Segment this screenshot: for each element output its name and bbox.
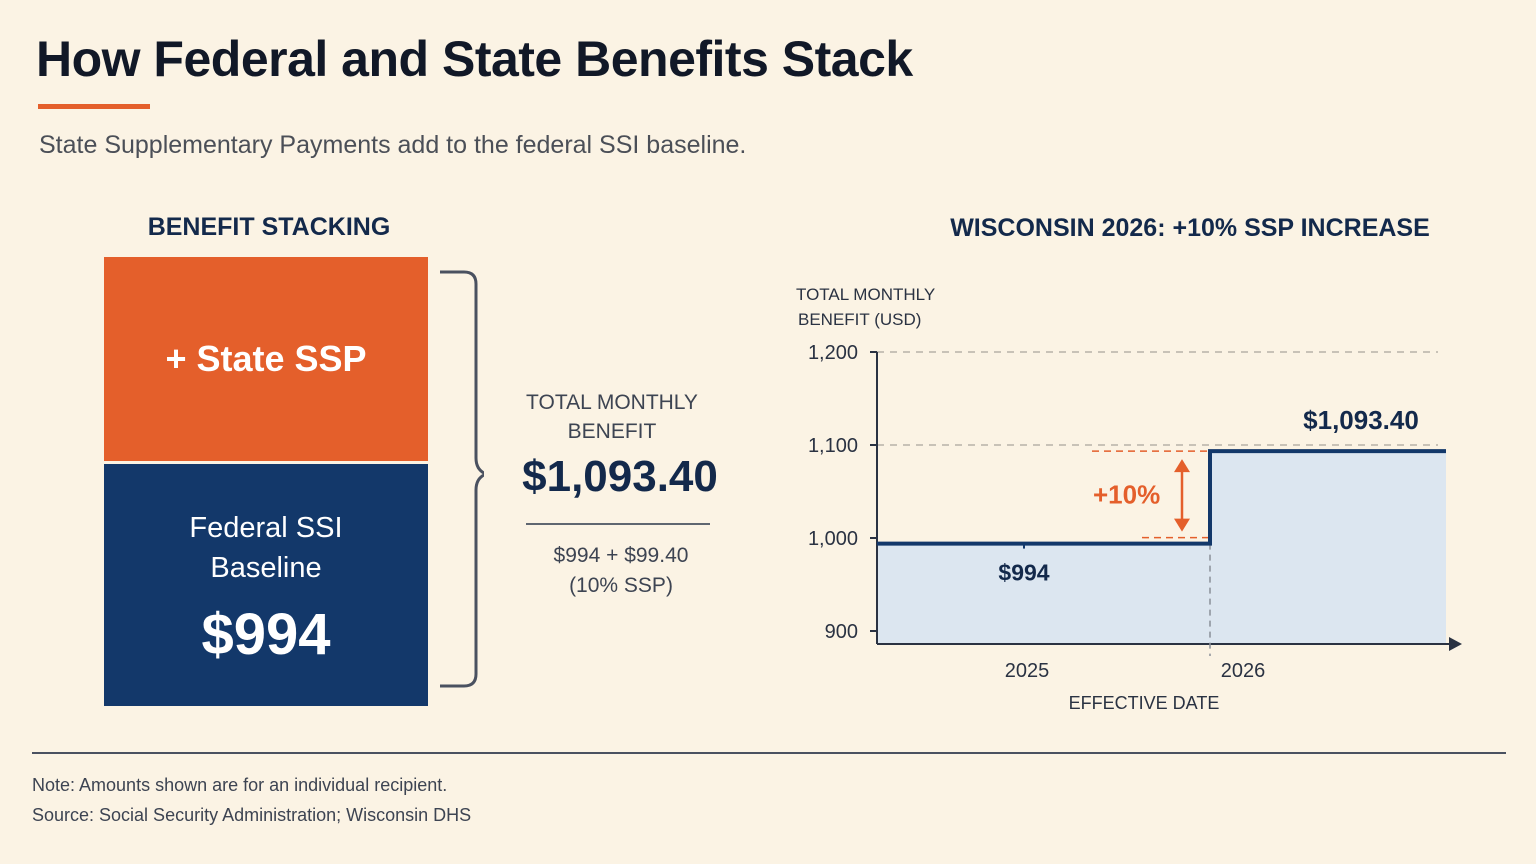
arrow-down-icon <box>1174 518 1190 532</box>
x-tick-label: 2026 <box>1221 660 1266 682</box>
x-tick-label: 2025 <box>1005 660 1050 682</box>
federal-ssi-block: Federal SSI Baseline $994 <box>104 464 428 706</box>
federal-ssi-label-line2: Baseline <box>210 552 322 584</box>
y-tick-label: 1,200 <box>808 342 858 364</box>
total-label-line2: BENEFIT <box>567 420 657 443</box>
page-title: How Federal and State Benefits Stack <box>36 31 913 87</box>
arrow-up-icon <box>1174 459 1190 473</box>
benefit-area <box>877 451 1446 644</box>
bracket-icon <box>440 270 484 688</box>
benefit-step-line <box>877 449 1446 546</box>
state-ssp-label: + State SSP <box>165 338 367 379</box>
y-tick-label: 1,000 <box>808 528 858 550</box>
step-chart: TOTAL MONTHLY BENEFIT (USD) 1,200 1,100 1,… <box>796 285 1462 713</box>
x-axis-label: EFFECTIVE DATE <box>1069 693 1220 713</box>
footer-note: Note: Amounts shown are for an individua… <box>32 775 448 795</box>
footer-divider <box>32 752 1506 754</box>
data-label-2026: $1,093.40 <box>1303 405 1419 435</box>
total-calc-line1: $994 + $99.40 <box>553 544 689 567</box>
total-label-line1: TOTAL MONTHLY <box>526 391 698 414</box>
title-accent-rule <box>38 104 150 109</box>
footer-source: Source: Social Security Administration; … <box>32 805 472 825</box>
x-axis-arrow-icon <box>1449 637 1462 651</box>
y-axis-label-line1: TOTAL MONTHLY <box>796 285 935 304</box>
y-axis-label-line2: BENEFIT (USD) <box>798 310 921 329</box>
data-label-2025: $994 <box>998 560 1049 586</box>
stacking-heading: BENEFIT STACKING <box>147 213 391 241</box>
federal-ssi-label-line1: Federal SSI <box>189 512 343 544</box>
increase-annotation: +10% <box>1093 479 1160 509</box>
chart-title: WISCONSIN 2026: +10% SSP INCREASE <box>950 214 1430 242</box>
total-calculation: $994 + $99.40 (10% SSP) <box>514 541 728 601</box>
total-benefit-value: $1,093.40 <box>522 452 718 501</box>
total-divider <box>526 523 710 525</box>
page-subtitle: State Supplementary Payments add to the … <box>39 131 747 159</box>
state-ssp-block: + State SSP <box>104 257 428 461</box>
y-tick-label: 1,100 <box>808 435 858 457</box>
total-benefit-label: TOTAL MONTHLY BENEFIT <box>520 388 704 446</box>
y-tick-label: 900 <box>825 621 858 643</box>
total-calc-line2: (10% SSP) <box>569 574 673 597</box>
federal-ssi-value: $994 <box>201 602 331 667</box>
